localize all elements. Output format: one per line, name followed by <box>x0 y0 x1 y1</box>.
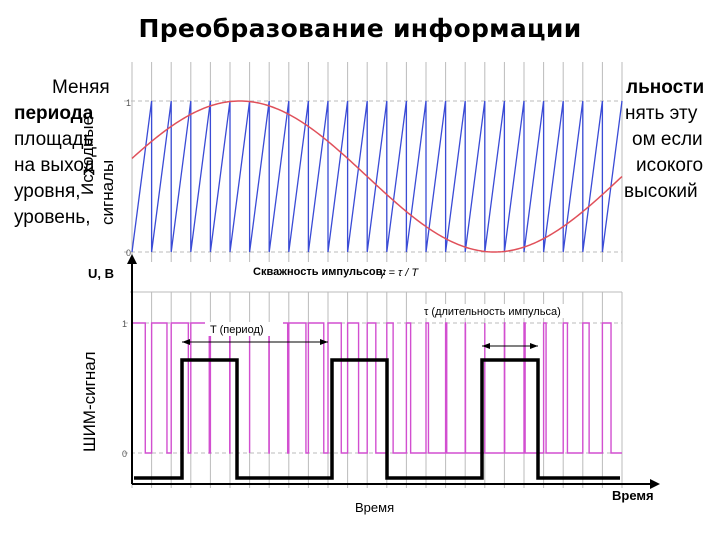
duty-label-bg <box>250 262 440 290</box>
bottom-tick-0: 0 <box>122 449 127 459</box>
bottom-tick-1: 1 <box>122 319 127 329</box>
bottom-grid <box>124 291 623 488</box>
paragraph-line-5-left: уровня, <box>14 181 81 202</box>
paragraph-line-1-left: Меняя <box>52 77 110 98</box>
pulse-width-label: τ (длительность импульса) <box>424 306 561 318</box>
paragraph-line-6-left: уровень, <box>14 207 91 228</box>
paragraph-line-3-left: площадь <box>14 129 94 150</box>
paragraph-line-4-left: на выход <box>14 155 95 176</box>
pulse-width-arrow-right <box>530 343 538 349</box>
paragraph-line-1-right: льности <box>626 77 705 98</box>
top-tick-0: 0 <box>126 248 131 258</box>
top-tick-1: 1 <box>126 98 131 108</box>
x-axis-arrow <box>650 479 660 489</box>
paragraph-line-5-right: высокий <box>624 181 698 202</box>
y-axis-arrow <box>127 254 137 264</box>
duty-cycle-label: Скважность импульсов: <box>253 266 386 278</box>
period-label-bg <box>205 322 283 336</box>
paragraph-line-2-right: нять эту <box>625 103 698 124</box>
pulse-width-arrow-left <box>482 343 490 349</box>
pulse-width-label-bg <box>422 304 582 318</box>
period-pulse-series <box>134 358 620 480</box>
period-arrow-right <box>320 339 328 345</box>
axis-u-label: U, В <box>88 266 114 281</box>
time-axis-label: Время <box>612 488 654 503</box>
sine-series <box>131 100 623 253</box>
paragraph-line-3-right: ом если <box>632 129 703 150</box>
period-arrow-left <box>182 339 190 345</box>
duty-formula: γ = τ / T <box>380 267 419 279</box>
period-label: T (период) <box>210 324 264 336</box>
paragraph-line-4-right: исокого <box>636 155 704 176</box>
time-caption: Время <box>355 500 395 515</box>
page-title: Преобразование информации <box>138 14 582 43</box>
top-panel-bg <box>120 58 610 264</box>
paragraph-line-2-left: периода <box>14 103 94 124</box>
sawtooth-series <box>131 100 623 253</box>
